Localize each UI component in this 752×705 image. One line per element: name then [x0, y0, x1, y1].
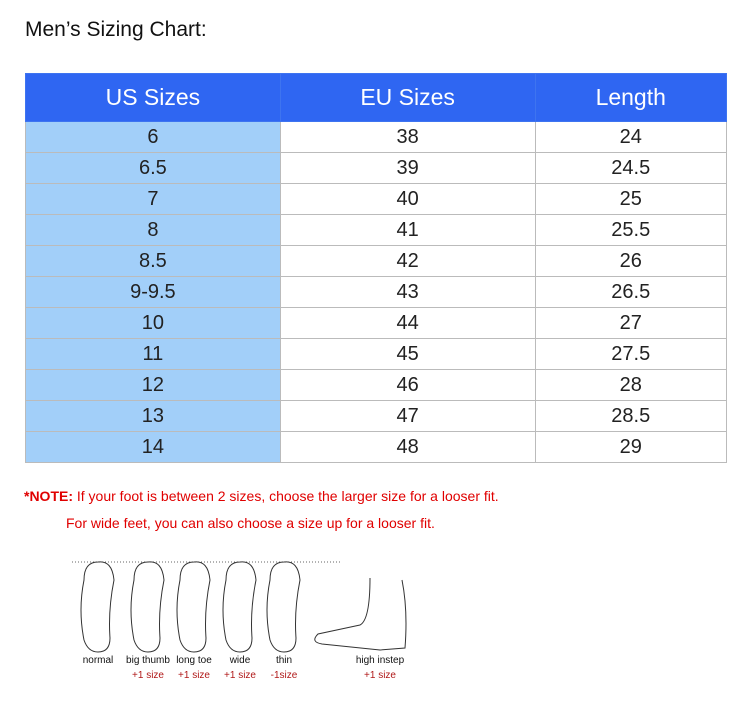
size-adjustment: +1 size — [364, 670, 396, 681]
size-adjustment: +1 size — [178, 670, 210, 681]
table-cell: 10 — [25, 307, 281, 339]
table-cell: 6 — [25, 121, 281, 153]
table-cell: 6.5 — [25, 152, 281, 184]
table-cell: 27 — [534, 307, 727, 339]
table-cell: 26.5 — [534, 276, 727, 308]
table-row: 14 48 29 — [25, 431, 727, 463]
table-cell: 28.5 — [534, 400, 727, 432]
table-cell: 27.5 — [534, 338, 727, 370]
table-cell: 7 — [25, 183, 281, 215]
size-adjustment: +1 size — [224, 670, 256, 681]
table-row: 11 45 27.5 — [25, 338, 727, 370]
foot-outline — [176, 561, 211, 653]
foot-type-label: high instep — [356, 655, 405, 666]
table-cell: 12 — [25, 369, 281, 401]
table-cell: 44 — [279, 307, 536, 339]
table-cell: 9-9.5 — [25, 276, 281, 308]
table-cell: 45 — [279, 338, 536, 370]
foot-outline — [80, 561, 115, 653]
foot-types-illustration: normal big thumb +1 size long toe +1 size wid… — [72, 561, 407, 681]
table-cell: 24 — [534, 121, 727, 153]
table-cell: 8.5 — [25, 245, 281, 277]
table-row: 13 47 28.5 — [25, 400, 727, 432]
table-cell: 11 — [25, 338, 281, 370]
note-line-1: *NOTE: If your foot is between 2 sizes, … — [24, 488, 499, 504]
table-cell: 13 — [25, 400, 281, 432]
note-line-2: For wide feet, you can also choose a siz… — [66, 515, 435, 531]
column-header: US Sizes — [25, 73, 281, 122]
table-cell: 43 — [279, 276, 536, 308]
foot-type-label: long toe — [176, 655, 212, 666]
table-row: 12 46 28 — [25, 369, 727, 401]
table-cell: 29 — [534, 431, 727, 463]
size-adjustment: -1size — [271, 670, 298, 681]
foot-outline — [222, 561, 257, 653]
table-cell: 38 — [279, 121, 536, 153]
foot-type-label: wide — [229, 655, 251, 666]
table-cell: 26 — [534, 245, 727, 277]
column-header: EU Sizes — [279, 73, 536, 122]
page-title: Men’s Sizing Chart: — [25, 18, 207, 41]
table-cell: 25.5 — [534, 214, 727, 246]
foot-type-label: normal — [83, 655, 114, 666]
column-header: Length — [534, 73, 727, 122]
note-text: If your foot is between 2 sizes, choose … — [73, 488, 499, 504]
table-row: 6 38 24 — [25, 121, 727, 153]
table-cell: 47 — [279, 400, 536, 432]
table-cell: 39 — [279, 152, 536, 184]
table-cell: 42 — [279, 245, 536, 277]
table-cell: 25 — [534, 183, 727, 215]
foot-side-outline — [314, 577, 407, 651]
table-cell: 41 — [279, 214, 536, 246]
table-cell: 14 — [25, 431, 281, 463]
table-row: 8 41 25.5 — [25, 214, 727, 246]
foot-type-label: big thumb — [126, 655, 170, 666]
sizing-table: US Sizes EU Sizes Length 6 38 24 6.5 39 24.5 7 40… — [25, 73, 727, 463]
table-cell: 24.5 — [534, 152, 727, 184]
table-row: 6.5 39 24.5 — [25, 152, 727, 184]
note-prefix: *NOTE: — [24, 488, 73, 504]
table-row: 9-9.5 43 26.5 — [25, 276, 727, 308]
size-adjustment: +1 size — [132, 670, 164, 681]
table-cell: 8 — [25, 214, 281, 246]
foot-outline — [130, 561, 165, 653]
table-cell: 28 — [534, 369, 727, 401]
table-row: 7 40 25 — [25, 183, 727, 215]
table-row: 10 44 27 — [25, 307, 727, 339]
table-cell: 46 — [279, 369, 536, 401]
table-cell: 48 — [279, 431, 536, 463]
table-row: 8.5 42 26 — [25, 245, 727, 277]
foot-outline — [266, 561, 301, 653]
foot-type-label: thin — [276, 655, 292, 666]
table-cell: 40 — [279, 183, 536, 215]
